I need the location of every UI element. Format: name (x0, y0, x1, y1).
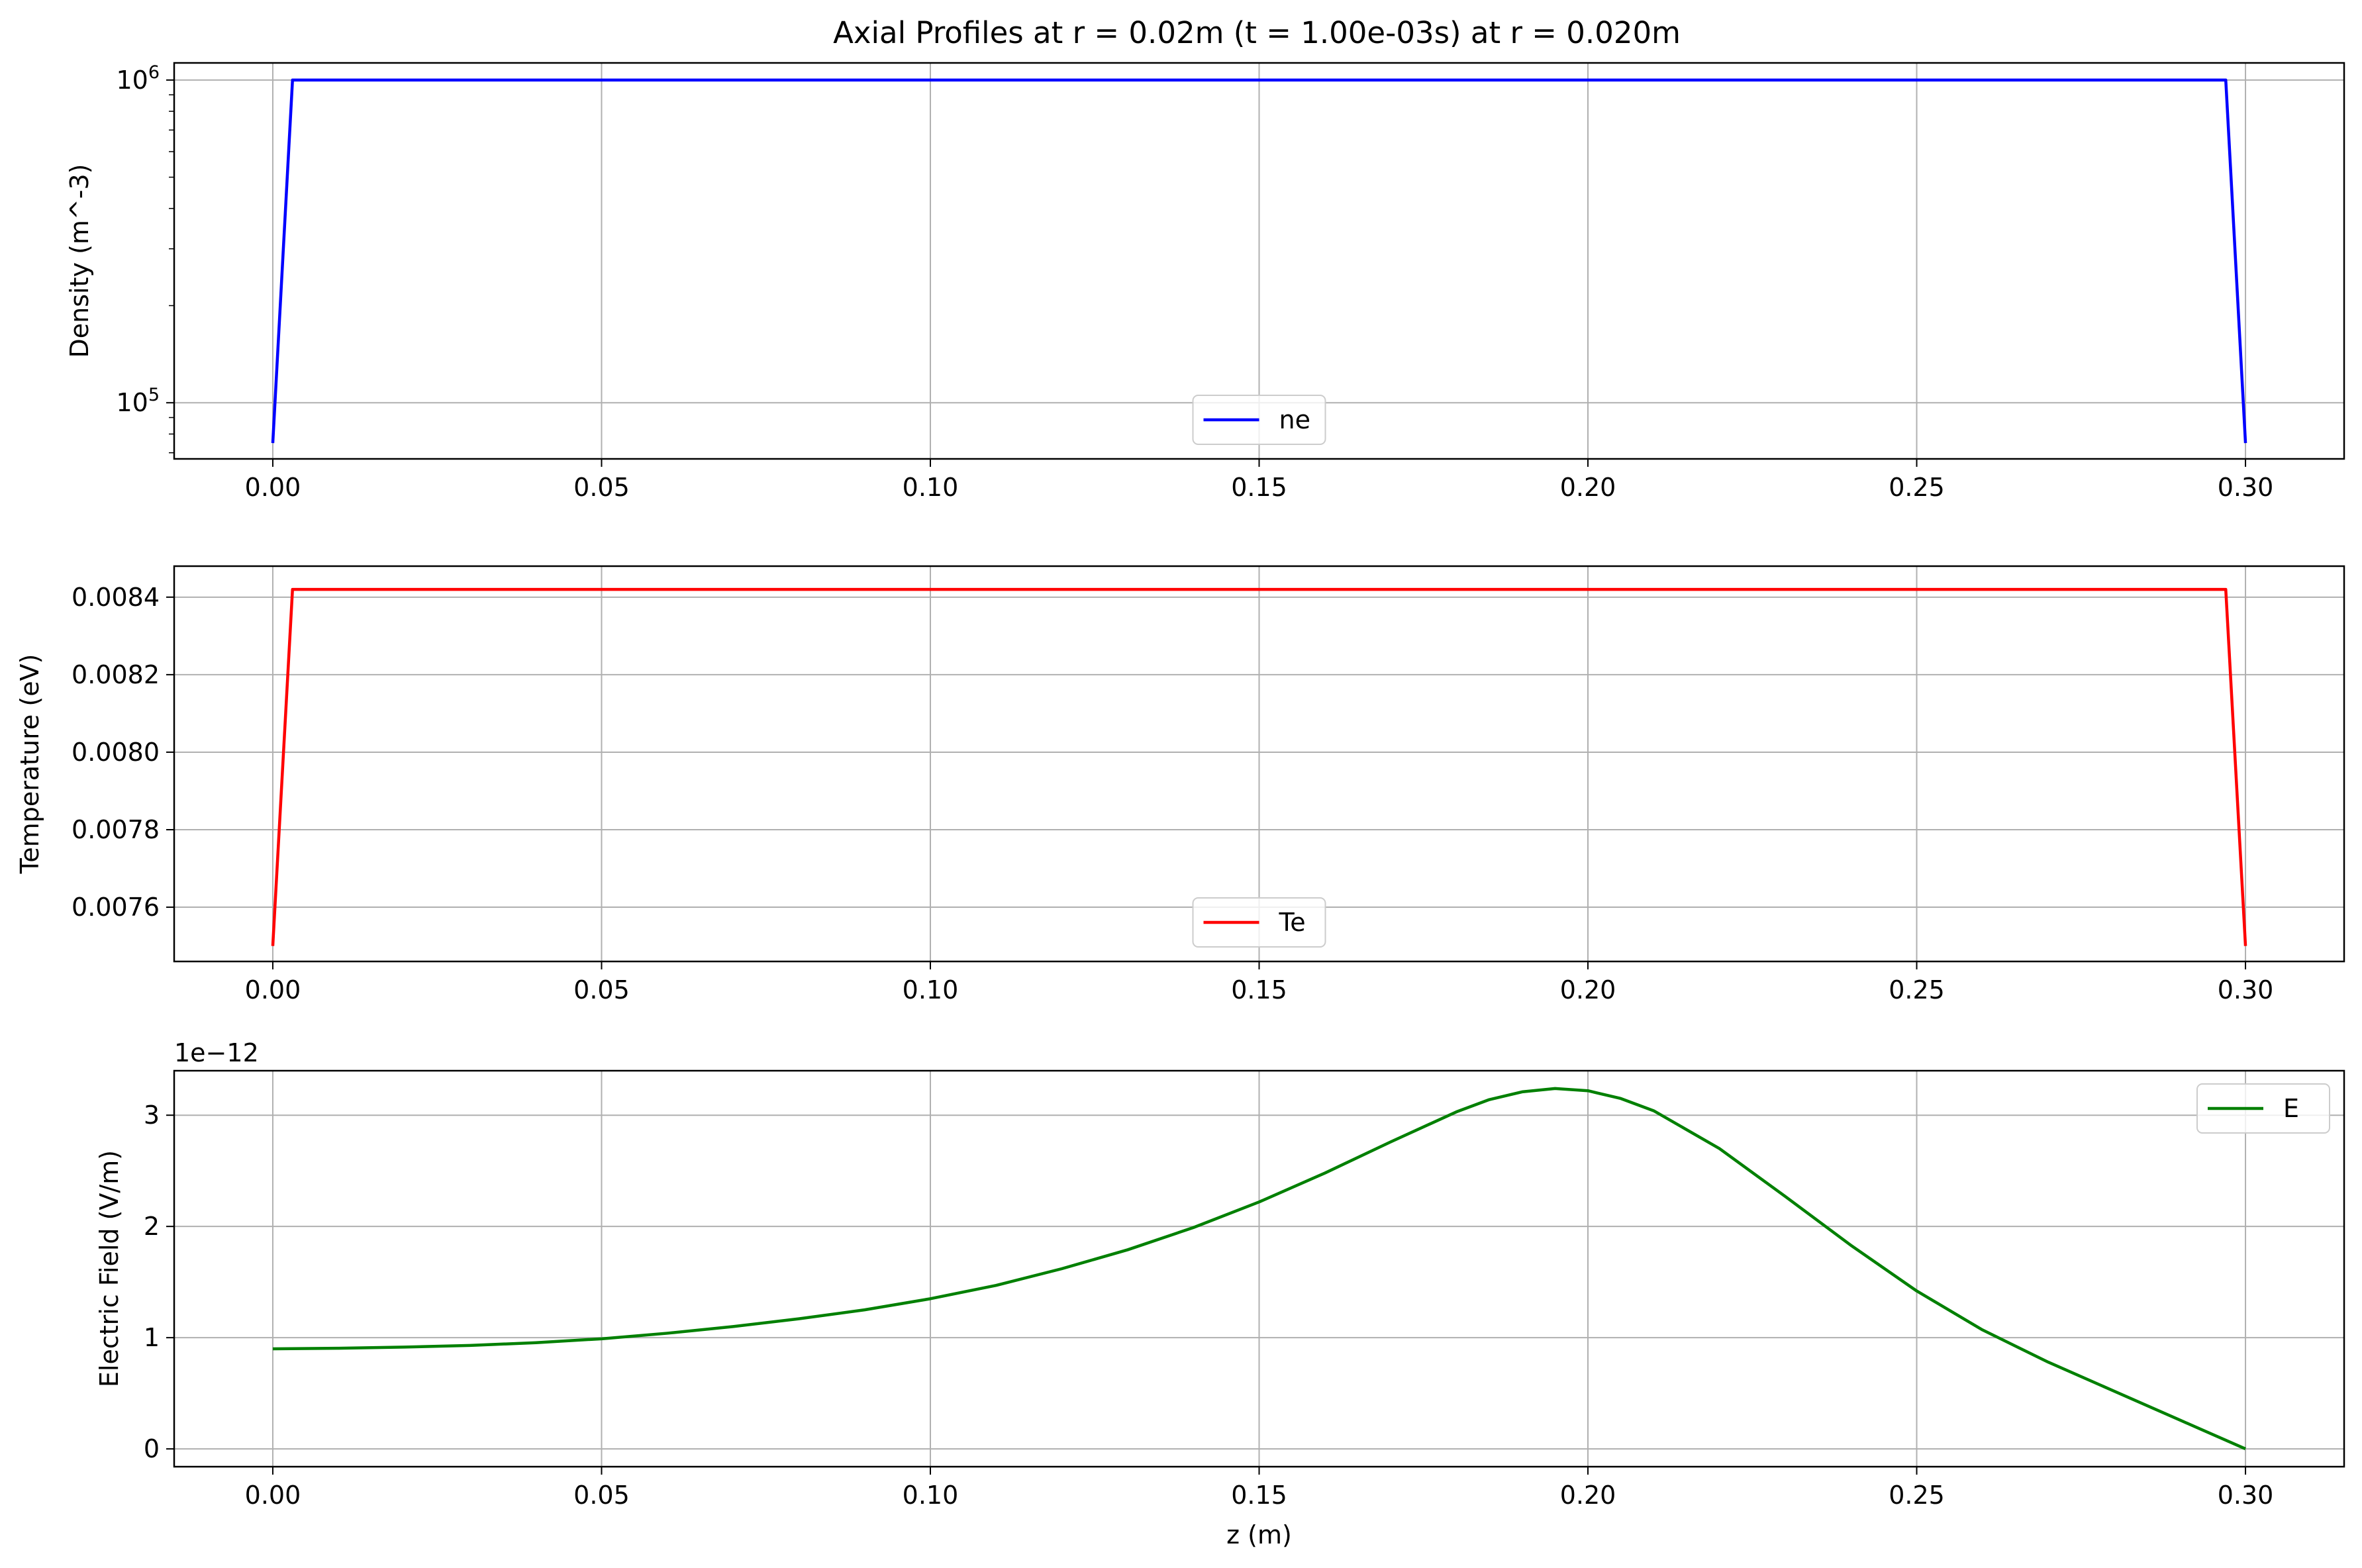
y-tick-label: 0.0080 (72, 738, 160, 767)
panel-2: 0.00 0.05 0.10 0.15 0.20 0.25 0.30 0.0076 0.0078… (15, 565, 2345, 1004)
x-tick-label: 0.10 (903, 473, 959, 502)
x-tick-label: 0.30 (2218, 473, 2274, 502)
x-tick-label: 0.20 (1560, 473, 1616, 502)
x-tick-label: 0.25 (1889, 473, 1945, 502)
axes-frame (173, 1069, 2345, 1468)
y-tick-label: 1 (144, 1323, 160, 1352)
series-line-ne (271, 78, 2247, 444)
x-tick-label: 0.05 (573, 1481, 630, 1510)
axes-frame (173, 62, 2345, 460)
x-tick-label: 0.00 (245, 1481, 301, 1510)
x-tick-label: 0.30 (2218, 1481, 2274, 1510)
x-tick-label: 0.05 (573, 473, 630, 502)
x-tick-label: 0.10 (903, 975, 959, 1004)
legend: Te (1192, 897, 1326, 948)
y-axis-label: Density (m^-3) (65, 164, 94, 358)
x-tick-label: 0.20 (1560, 975, 1616, 1004)
panel-3: 0.00 0.05 0.10 0.15 0.20 0.25 0.30 0 1 2 3 Electric… (95, 1038, 2345, 1549)
axes-frame (173, 565, 2345, 963)
y-axis-label: Temperature (eV) (15, 654, 44, 875)
y-tick-label: 105 (116, 385, 160, 417)
y-tick-label: 0.0082 (72, 660, 160, 689)
y-tick-label: 2 (144, 1212, 160, 1241)
legend: E (2196, 1083, 2330, 1134)
x-tick-label: 0.15 (1231, 473, 1287, 502)
y-tick-label: 106 (116, 62, 160, 95)
y-tick-label: 0 (144, 1434, 160, 1463)
x-tick-label: 0.25 (1889, 975, 1945, 1004)
y-tick-label: 3 (144, 1101, 160, 1130)
x-axis-label: z (m) (1226, 1520, 1292, 1549)
y-tick-label: 0.0076 (72, 893, 160, 922)
legend-label: Te (1279, 908, 1306, 937)
x-tick-label: 0.10 (903, 1481, 959, 1510)
y-axis-label: Electric Field (V/m) (95, 1150, 124, 1387)
panel-1: 0.00 0.05 0.10 0.15 0.20 0.25 0.30 105 106 Densit… (65, 62, 2345, 502)
legend: ne (1192, 395, 1326, 445)
y-tick-label: 0.0078 (72, 815, 160, 844)
x-tick-label: 0.05 (573, 975, 630, 1004)
x-tick-label: 0.25 (1889, 1481, 1945, 1510)
y-offset-text: 1e−12 (174, 1038, 259, 1067)
y-tick-label: 0.0084 (72, 583, 160, 612)
x-tick-label: 0.15 (1231, 975, 1287, 1004)
x-tick-label: 0.00 (245, 473, 301, 502)
x-tick-label: 0.00 (245, 975, 301, 1004)
x-tick-label: 0.15 (1231, 1481, 1287, 1510)
legend-label: ne (1279, 405, 1310, 434)
series-line-E (272, 1087, 2246, 1451)
figure-title: Axial Profiles at r = 0.02m (t = 1.00e-0… (833, 15, 1681, 50)
series-line-Te (271, 587, 2247, 946)
x-tick-label: 0.30 (2218, 975, 2274, 1004)
x-tick-label: 0.20 (1560, 1481, 1616, 1510)
legend-label: E (2283, 1094, 2299, 1123)
